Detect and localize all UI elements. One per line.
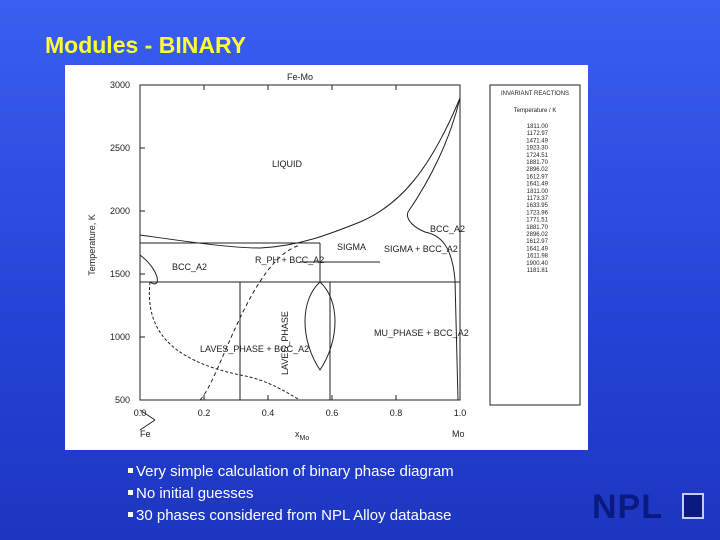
legend-item: 1811.00 xyxy=(527,189,549,195)
bullet-marker xyxy=(128,490,133,496)
legend-item: 1633.95 xyxy=(526,203,548,209)
bullet-text: Very simple calculation of binary phase … xyxy=(136,463,454,480)
x-axis-label: xMo xyxy=(295,429,309,442)
x-tick-label: 0.8 xyxy=(390,408,403,418)
bullet-text: 30 phases considered from NPL Alloy data… xyxy=(136,507,452,524)
bullet-marker xyxy=(128,512,133,518)
y-tick-label: 500 xyxy=(115,395,130,405)
bullet: Very simple calculation of binary phase … xyxy=(128,461,454,483)
y-tick-label: 2500 xyxy=(110,143,130,153)
legend-item: 1641.49 xyxy=(526,246,548,252)
phase-label: R_PH + BCC_A2 xyxy=(255,255,324,265)
y-tick-label: 1000 xyxy=(110,332,130,342)
legend-item: 1881.70 xyxy=(526,225,548,231)
legend-item: 1881.70 xyxy=(526,160,548,166)
y-tick-label: 1500 xyxy=(110,269,130,279)
y-tick-label: 2000 xyxy=(110,206,130,216)
legend-item: 1724.51 xyxy=(526,153,548,159)
phase-label: SIGMA + BCC_A2 xyxy=(384,244,458,254)
legend-subtitle: Temperature / K xyxy=(514,108,557,114)
legend-item: 1771.51 xyxy=(526,218,548,224)
legend-item: 1612.97 xyxy=(526,174,548,180)
x-start-label: Fe xyxy=(140,429,151,439)
y-axis-label: Temperature, K xyxy=(87,214,97,276)
bullet-marker xyxy=(128,468,133,474)
x-tick-label: 1.0 xyxy=(454,408,467,418)
phase-label: LIQUID xyxy=(272,159,303,169)
phase-label: MU_PHASE + BCC_A2 xyxy=(374,328,469,338)
legend-item: 1611.98 xyxy=(527,254,549,260)
figure-text: Fe-Mo Temperature, K xMo Fe Mo LIQUID BC… xyxy=(87,72,569,442)
figure-title: Fe-Mo xyxy=(287,72,313,82)
y-tick-label: 3000 xyxy=(110,80,130,90)
phase-label: SIGMA xyxy=(337,242,366,252)
phase-diagram: Fe-Mo Temperature, K xMo Fe Mo LIQUID BC… xyxy=(65,65,588,450)
x-end-label: Mo xyxy=(452,429,465,439)
legend-title: INVARIANT REACTIONS xyxy=(501,91,569,97)
figure-bg xyxy=(65,65,588,450)
legend-item: 1900.40 xyxy=(526,261,548,267)
x-tick-label: 0.0 xyxy=(134,408,147,418)
phase-label: BCC_A2 xyxy=(172,262,207,272)
legend-item: 1641.49 xyxy=(526,182,548,188)
bullet: No initial guesses xyxy=(128,483,454,505)
phase-boundaries xyxy=(139,84,581,431)
x-tick-label: 0.6 xyxy=(326,408,339,418)
legend-item: 1181.81 xyxy=(527,268,549,274)
legend-item: 2896.02 xyxy=(526,232,548,238)
phase-label: BCC_A2 xyxy=(430,224,465,234)
phase-label: LAVES_PHASE + BCC_A2 xyxy=(200,344,309,354)
legend-item: 1612.97 xyxy=(526,239,548,245)
bullet-list: Very simple calculation of binary phase … xyxy=(128,461,454,527)
legend-item: 1923.30 xyxy=(526,146,548,152)
legend-item: 1811.00 xyxy=(527,124,549,130)
x-tick-label: 0.4 xyxy=(262,408,275,418)
bullet: 30 phases considered from NPL Alloy data… xyxy=(128,505,454,527)
legend-item: 1172.97 xyxy=(527,131,549,137)
legend-item: 1723.96 xyxy=(526,210,548,216)
legend-item: 1471.49 xyxy=(526,138,548,144)
legend-item: 1173.37 xyxy=(527,196,549,202)
legend-item: 2896.02 xyxy=(526,167,548,173)
logo: NPL xyxy=(592,488,663,526)
bullet-text: No initial guesses xyxy=(136,485,254,502)
slide-title: Modules - BINARY xyxy=(45,32,247,58)
x-tick-label: 0.2 xyxy=(198,408,211,418)
logo-emblem xyxy=(682,493,704,519)
phase-label: LAVES_PHASE xyxy=(280,311,290,375)
